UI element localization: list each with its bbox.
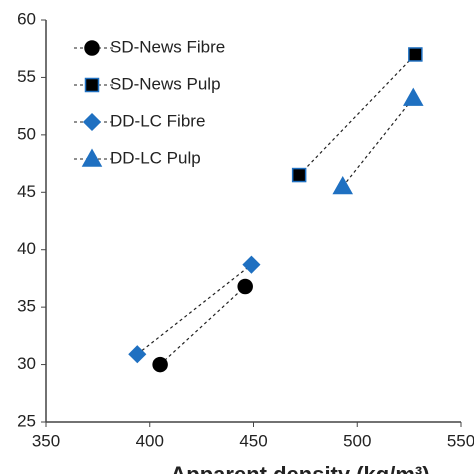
legend-label: DD-LC Fibre bbox=[110, 111, 205, 130]
marker bbox=[332, 176, 354, 195]
legend-label: SD-News Fibre bbox=[110, 37, 225, 56]
legend-marker bbox=[81, 148, 103, 167]
x-tick-label: 500 bbox=[343, 431, 371, 450]
legend-label: DD-LC Pulp bbox=[110, 148, 201, 167]
legend-marker bbox=[84, 77, 100, 93]
series-line bbox=[159, 286, 246, 366]
y-tick-label: 45 bbox=[17, 182, 36, 201]
marker bbox=[128, 345, 147, 364]
legend-label: SD-News Pulp bbox=[110, 74, 221, 93]
y-tick-label: 30 bbox=[17, 354, 36, 373]
y-tick-label: 60 bbox=[17, 9, 36, 28]
y-tick-label: 50 bbox=[17, 124, 36, 143]
marker bbox=[152, 356, 168, 373]
x-axis-label: Apparent density (kg/m³) bbox=[170, 462, 429, 474]
y-tick-label: 55 bbox=[17, 67, 36, 86]
legend-marker bbox=[82, 112, 102, 132]
marker bbox=[291, 167, 307, 183]
y-tick-label: 25 bbox=[17, 411, 36, 430]
series-line bbox=[298, 54, 416, 176]
y-tick-label: 40 bbox=[17, 239, 36, 258]
series-line bbox=[136, 264, 252, 355]
marker bbox=[408, 47, 423, 62]
x-tick-label: 550 bbox=[447, 431, 474, 450]
x-tick-label: 450 bbox=[239, 431, 267, 450]
x-tick-label: 350 bbox=[32, 431, 60, 450]
series-line bbox=[342, 97, 414, 187]
y-tick-label: 35 bbox=[17, 297, 36, 316]
legend-marker bbox=[84, 40, 100, 56]
marker bbox=[402, 87, 424, 106]
marker bbox=[242, 255, 261, 274]
marker bbox=[237, 278, 253, 295]
x-tick-label: 400 bbox=[136, 431, 164, 450]
